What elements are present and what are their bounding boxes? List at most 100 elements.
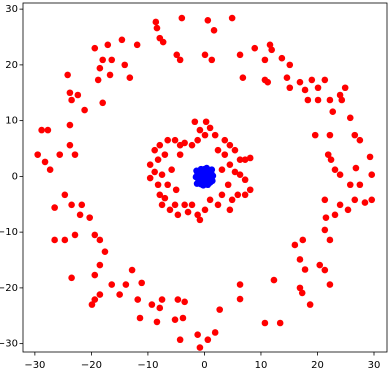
scatter-point xyxy=(231,146,239,154)
scatter-point xyxy=(164,136,171,144)
scatter-point xyxy=(251,44,259,52)
x-tick-label: −20 xyxy=(81,360,102,371)
scatter-point xyxy=(94,76,102,84)
scatter-point xyxy=(270,276,278,284)
scatter-point xyxy=(236,156,244,163)
scatter-point xyxy=(99,56,106,64)
scatter-point xyxy=(296,256,304,263)
scatter-point xyxy=(171,201,179,209)
scatter-point xyxy=(346,181,354,189)
scatter-point xyxy=(308,76,316,84)
scatter-point xyxy=(368,171,376,179)
scatter-point xyxy=(286,84,294,92)
scatter-point xyxy=(174,296,182,303)
scatter-point xyxy=(241,191,249,199)
x-tick-label: 0 xyxy=(201,360,207,371)
scatter-point xyxy=(156,141,164,149)
scatter-point xyxy=(344,206,352,214)
scatter-point xyxy=(236,295,244,303)
scatter-point xyxy=(296,284,304,292)
scatter-point xyxy=(210,27,218,34)
scatter-point xyxy=(204,16,212,24)
scatter-point xyxy=(331,166,339,173)
x-tick-label: 10 xyxy=(255,360,268,371)
scatter-point xyxy=(246,186,254,194)
x-tick-label: −10 xyxy=(137,360,158,371)
scatter-point xyxy=(138,279,145,287)
scatter-point xyxy=(108,56,116,64)
scatter-point xyxy=(241,176,249,184)
y-tick-label: −10 xyxy=(0,227,18,238)
scatter-point xyxy=(146,161,154,168)
x-tick-label: 20 xyxy=(311,360,324,371)
scatter-point xyxy=(101,248,109,255)
scatter-point xyxy=(236,281,244,288)
scatter-point xyxy=(134,296,142,303)
scatter-point xyxy=(291,241,299,249)
scatter-point xyxy=(346,114,354,122)
scatter-point xyxy=(336,171,344,179)
scatter-point xyxy=(178,14,186,22)
scatter-point xyxy=(41,158,49,166)
scatter-point xyxy=(299,236,307,244)
scatter-point xyxy=(228,196,236,204)
scatter-point xyxy=(201,206,209,214)
scatter-point xyxy=(99,99,106,107)
scatter-point xyxy=(153,24,161,32)
scatter-point xyxy=(341,84,349,92)
scatter-point xyxy=(286,61,294,69)
scatter-point xyxy=(64,71,71,79)
scatter-point xyxy=(179,314,187,322)
scatter-point xyxy=(121,61,129,69)
scatter-point xyxy=(176,141,184,149)
y-tick-label: 20 xyxy=(5,60,18,71)
scatter-point xyxy=(176,151,184,158)
scatter-point xyxy=(366,153,374,161)
scatter-point xyxy=(91,44,99,52)
scatter-point xyxy=(196,126,204,134)
scatter-point xyxy=(166,206,174,214)
scatter-point xyxy=(368,196,376,204)
scatter-point xyxy=(301,266,309,273)
scatter-point xyxy=(351,196,359,204)
scatter-point xyxy=(196,344,204,351)
scatter-point xyxy=(241,156,249,163)
scatter-point xyxy=(224,181,232,189)
scatter-point xyxy=(174,211,182,219)
scatter-point xyxy=(96,261,104,269)
scatter-point xyxy=(221,136,229,144)
scatter-point xyxy=(156,304,164,312)
scatter-point xyxy=(202,118,210,126)
scatter-point xyxy=(326,236,334,244)
scatter-point xyxy=(201,51,209,59)
y-tick-label: 10 xyxy=(5,116,18,127)
y-tick-label: −20 xyxy=(0,283,18,294)
scatter-point xyxy=(153,318,161,326)
scatter-point xyxy=(316,261,324,269)
scatter-point xyxy=(336,201,344,209)
scatter-point xyxy=(314,84,322,92)
scatter-point xyxy=(173,51,181,59)
scatter-point xyxy=(108,281,116,288)
scatter-point xyxy=(161,151,169,158)
scatter-point xyxy=(194,331,201,339)
scatter-point xyxy=(68,274,75,282)
scatter-point xyxy=(338,96,346,104)
scatter-point xyxy=(106,71,114,79)
scatter-point xyxy=(206,196,214,204)
scatter-point xyxy=(133,41,141,49)
scatter-point xyxy=(104,41,112,49)
scatter-point xyxy=(34,151,41,158)
scatter-point xyxy=(218,166,226,173)
scatter-point xyxy=(148,301,156,308)
y-tick-label: −30 xyxy=(0,339,18,350)
scatter-point xyxy=(206,124,214,132)
scatter-point xyxy=(304,96,312,104)
scatter-point xyxy=(38,126,45,134)
scatter-point xyxy=(331,211,339,219)
scatter-point xyxy=(205,172,212,180)
scatter-point xyxy=(246,154,254,162)
y-tick-label: 0 xyxy=(12,171,18,182)
scatter-point xyxy=(324,151,332,158)
scatter-point xyxy=(236,171,244,179)
